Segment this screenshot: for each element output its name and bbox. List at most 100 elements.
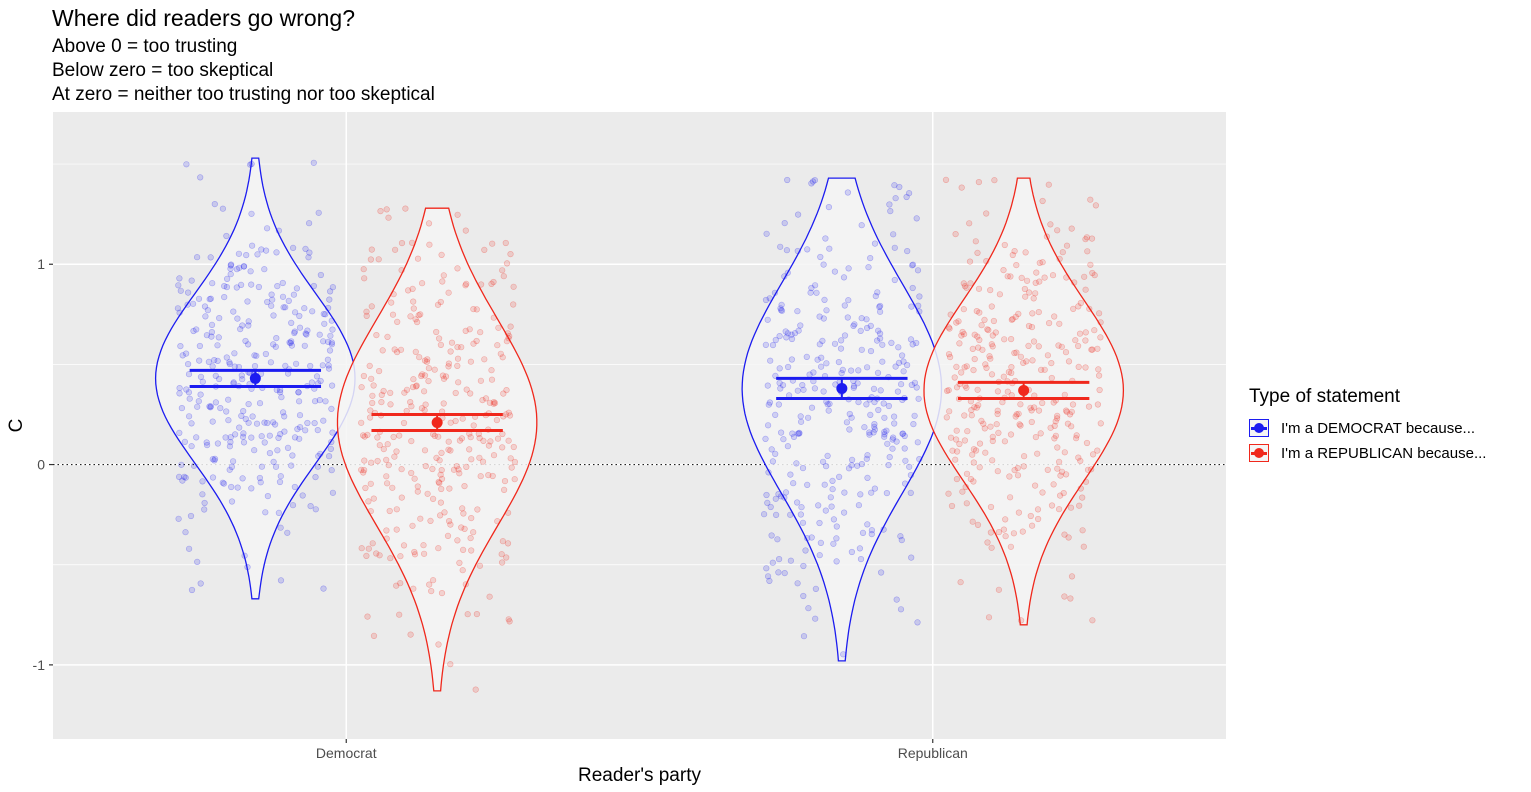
jitter-point [459,567,466,574]
jitter-point [322,398,329,405]
jitter-point [767,503,774,511]
jitter-point [1014,472,1022,479]
jitter-point [504,330,511,337]
jitter-point [244,563,251,571]
jitter-point [486,399,494,406]
jitter-point [1079,494,1086,501]
jitter-point [413,383,420,390]
jitter-point [1061,593,1068,600]
jitter-point [1007,273,1014,280]
jitter-point [227,434,234,441]
jitter-point [425,220,433,227]
jitter-point [970,446,978,453]
jitter-point [916,308,923,315]
jitter-point [421,407,428,414]
jitter-point [275,434,282,442]
jitter-point [888,339,895,347]
jitter-point [196,357,203,364]
jitter-point [955,318,962,325]
jitter-point [988,303,995,310]
jitter-point [1039,259,1046,266]
jitter-point [845,465,853,472]
jitter-point [1037,430,1044,437]
jitter-point [811,385,819,392]
jitter-point [784,269,791,276]
jitter-point [228,261,235,268]
jitter-point [988,544,995,551]
jitter-point [322,311,329,318]
jitter-point [438,485,445,493]
jitter-point [1002,516,1009,523]
jitter-point [1035,343,1042,350]
jitter-point [870,429,877,436]
jitter-point [477,377,485,384]
jitter-point [985,327,992,334]
jitter-point [217,405,224,412]
jitter-point [774,536,781,543]
jitter-point [1097,319,1104,326]
jitter-point [867,348,875,355]
jitter-point [197,391,204,398]
jitter-point [1096,386,1103,394]
jitter-point [452,417,459,425]
jitter-point [839,366,846,374]
jitter-point [410,585,417,592]
jitter-point [867,322,874,330]
jitter-point [398,240,406,247]
jitter-point [240,430,247,437]
jitter-point [274,447,281,454]
jitter-point [398,267,405,274]
jitter-point [879,358,886,365]
jitter-point [272,343,279,350]
jitter-point [1088,466,1095,473]
jitter-point [503,387,510,394]
jitter-point [461,483,468,490]
jitter-point [990,317,998,325]
jitter-point [239,376,246,383]
jitter-point [445,289,452,296]
jitter-point [209,363,216,370]
jitter-point [176,275,183,282]
jitter-point [183,350,190,357]
jitter-point [765,401,772,408]
jitter-point [214,357,221,365]
jitter-point [407,631,414,638]
jitter-point [188,443,195,450]
jitter-point [437,471,444,478]
jitter-point [896,183,903,191]
jitter-point [772,450,779,458]
jitter-point [1071,279,1078,286]
jitter-point [370,495,377,502]
jitter-point [858,461,866,468]
jitter-point [884,440,891,447]
jitter-point [816,552,823,559]
jitter-point [243,252,250,259]
jitter-point [245,318,252,325]
jitter-point [854,462,861,469]
jitter-point [893,596,900,603]
jitter-point [1084,466,1092,473]
jitter-point [1082,478,1090,485]
jitter-point [358,545,365,552]
jitter-point [233,284,240,291]
jitter-point [943,414,950,421]
jitter-point [421,388,428,395]
summary-marks [189,368,1090,433]
jitter-point [500,273,507,280]
jitter-point [1061,449,1068,456]
jitter-point [975,402,982,409]
jitter-point [407,399,414,406]
jitter-point [221,294,228,301]
jitter-point [764,499,771,507]
jitter-point [186,545,193,552]
jitter-point [816,313,823,320]
jitter-point [1062,349,1070,356]
jitter-point [876,308,884,315]
jitter-point [275,227,283,234]
jitter-point [258,463,266,470]
jitter-point [1083,234,1090,241]
jitter-point [220,480,227,487]
jitter-point [409,285,416,293]
jitter-point [421,372,429,379]
jitter-point [511,458,519,466]
